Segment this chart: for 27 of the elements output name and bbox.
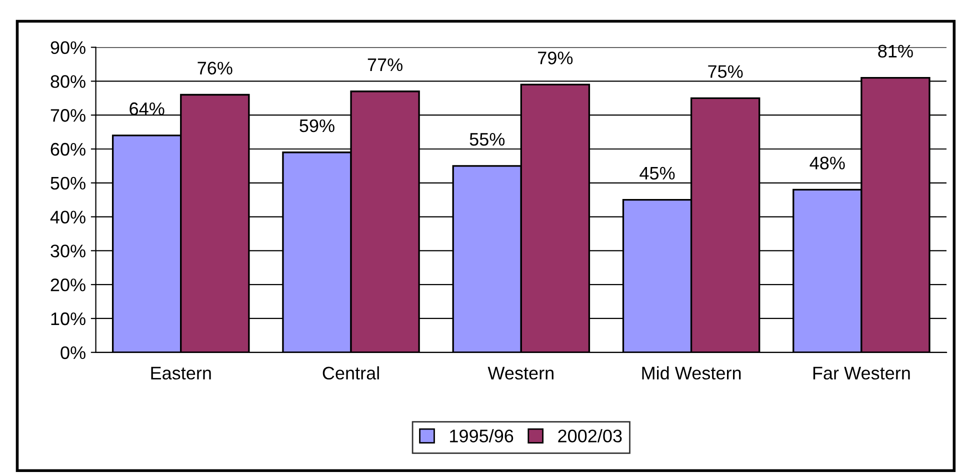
data-label: 75%	[708, 65, 743, 78]
legend-label: 1995/96	[450, 429, 514, 442]
x-tick-label: Western	[488, 366, 554, 380]
y-tick-label: 50%	[50, 176, 86, 190]
x-tick-label: Eastern	[151, 366, 211, 380]
y-tick-label: 70%	[50, 109, 86, 122]
y-tick-label: 30%	[50, 244, 86, 258]
y-tick-label: 10%	[51, 312, 86, 326]
data-label: 48%	[810, 156, 845, 170]
y-tick-label: 60%	[50, 142, 86, 156]
x-tick-label: Far Western	[813, 366, 910, 380]
data-label: 79%	[538, 52, 573, 64]
data-label: 77%	[368, 58, 402, 72]
y-tick-label: 80%	[50, 75, 86, 88]
legend-label: 2002/03	[558, 429, 622, 442]
data-label: 81%	[878, 44, 913, 58]
x-tick-label: Mid Western	[642, 366, 741, 380]
x-tick-label: Central	[322, 366, 379, 380]
y-tick-label: 90%	[50, 41, 86, 54]
y-tick-label: 0%	[60, 346, 86, 360]
data-label: 76%	[198, 62, 232, 75]
y-tick-label: 20%	[50, 278, 86, 292]
y-tick-label: 40%	[50, 210, 86, 224]
data-label: 64%	[130, 102, 164, 116]
data-label: 45%	[640, 166, 675, 180]
data-label: 55%	[470, 133, 505, 146]
data-label: 59%	[300, 119, 334, 132]
